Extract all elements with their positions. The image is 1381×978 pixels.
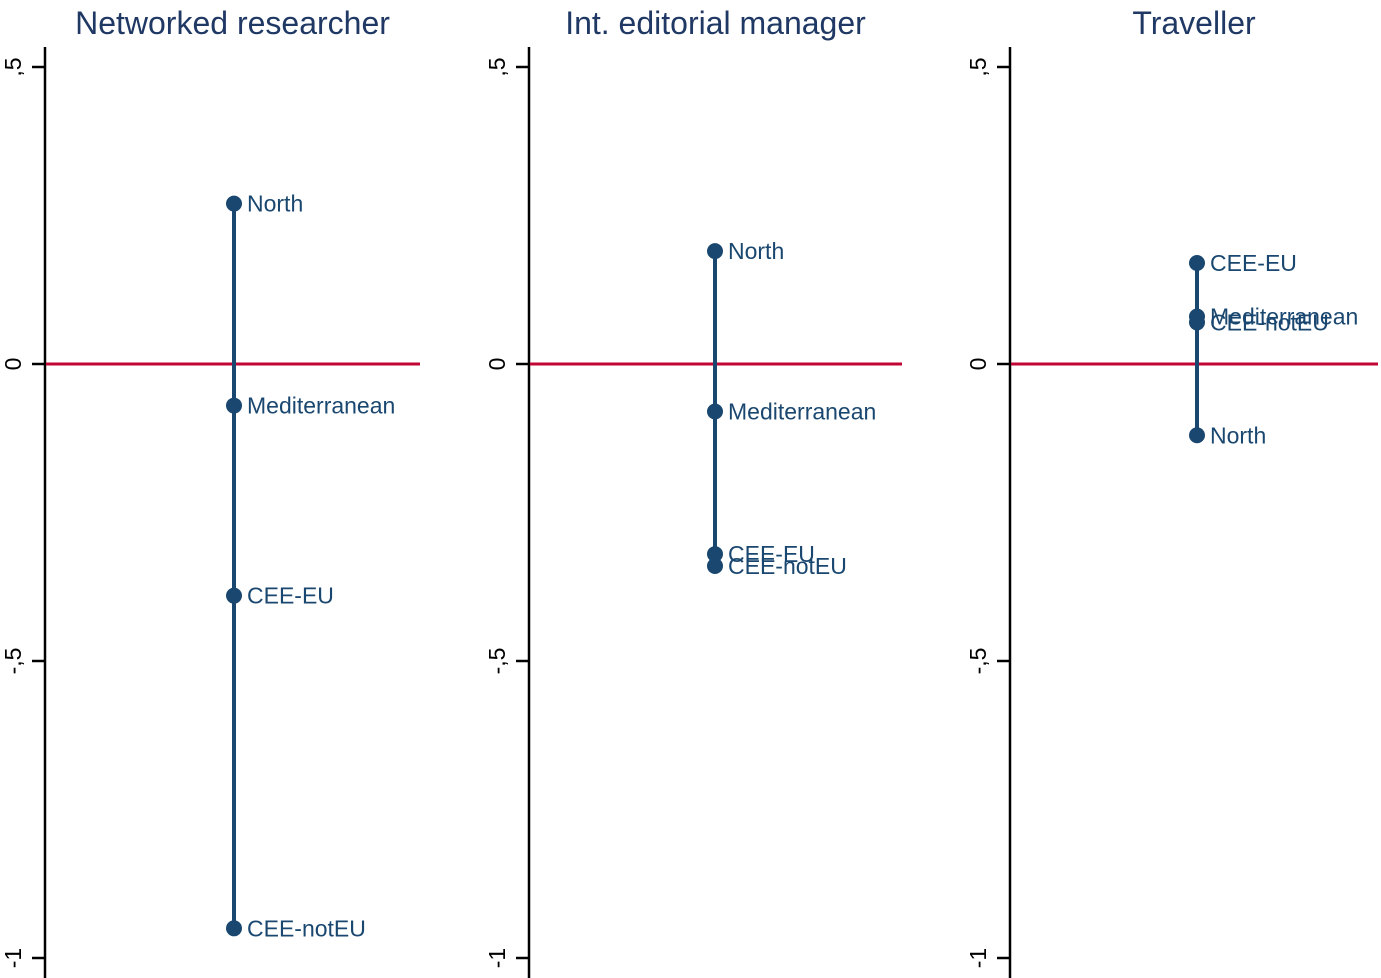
panel-title: Traveller <box>1132 5 1256 41</box>
data-point-label: North <box>247 191 303 217</box>
data-point <box>707 546 723 563</box>
panel-title: Networked researcher <box>75 5 390 41</box>
data-point-label: CEE-EU <box>728 541 815 567</box>
data-point <box>1189 427 1205 444</box>
data-point <box>226 397 242 414</box>
panel-3: Traveller ,5 0 -,5 -1 CEE-EU MediterraneanCEE-… <box>965 5 1378 978</box>
y-tick-label: -1 <box>0 948 26 968</box>
data-point <box>707 403 723 420</box>
data-point-label: CEE-EU <box>1210 250 1297 276</box>
y-tick-label: -1 <box>965 948 991 968</box>
data-point <box>1189 255 1205 272</box>
data-point-label: CEE-notEU <box>247 915 366 941</box>
y-tick-label: 0 <box>0 358 26 371</box>
data-point <box>707 557 723 574</box>
panel-title: Int. editorial manager <box>565 5 866 41</box>
data-point-label: North <box>728 238 784 264</box>
y-tick-label: 0 <box>484 358 510 371</box>
data-point-label: North <box>1210 422 1266 448</box>
y-tick-label: 0 <box>965 358 991 371</box>
panel-2: Int. editorial manager ,5 0 -,5 -1 North Medit… <box>484 5 902 978</box>
data-point-label: CEE-notEU <box>1210 309 1329 335</box>
data-point <box>226 195 242 212</box>
y-tick-label: ,5 <box>484 57 510 76</box>
data-point <box>1189 314 1205 331</box>
y-tick-label: ,5 <box>965 57 991 76</box>
data-point-label: Mediterranean <box>728 399 876 425</box>
panel-1: Networked researcher ,5 0 -,5 -1 North Mediter… <box>0 5 420 978</box>
y-tick-label: -1 <box>484 948 510 968</box>
y-tick-label: ,5 <box>0 57 26 76</box>
data-point <box>226 920 242 937</box>
y-tick-label: -,5 <box>0 648 26 675</box>
data-point-label: CEE-EU <box>247 583 334 609</box>
data-point-label: Mediterranean <box>247 393 395 419</box>
data-point <box>707 243 723 260</box>
data-point-label: Mediterranean <box>1210 303 1358 329</box>
y-tick-label: -,5 <box>484 648 510 675</box>
data-point <box>226 587 242 604</box>
data-point-label: CEE-notEU <box>728 553 847 579</box>
y-tick-label: -,5 <box>965 648 991 675</box>
